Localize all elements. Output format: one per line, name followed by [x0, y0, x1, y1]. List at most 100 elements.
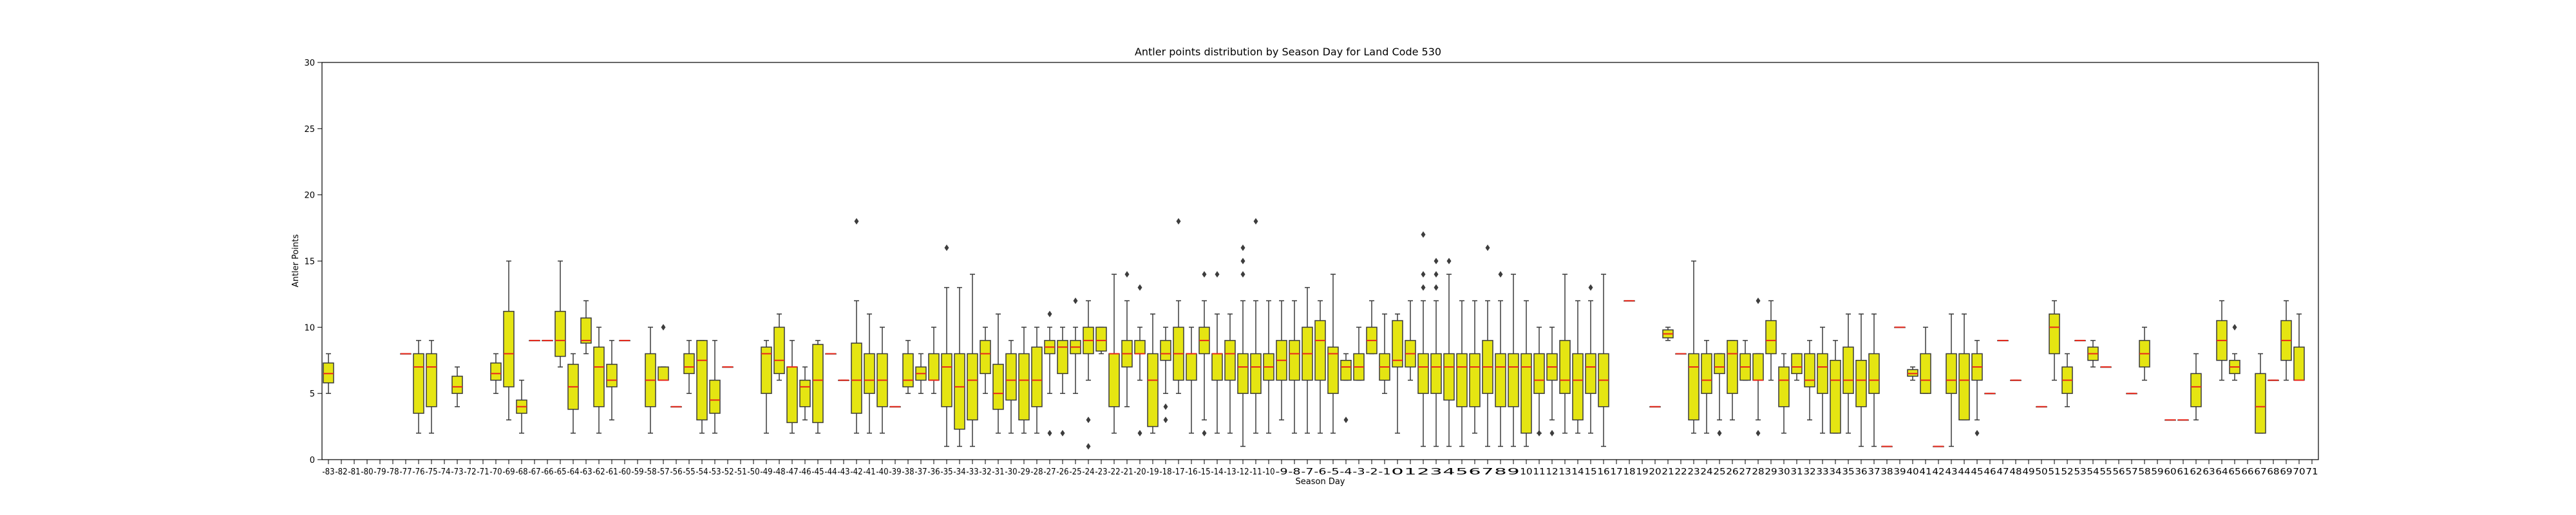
box-iqr — [554, 310, 566, 357]
outlier-point — [1756, 297, 1761, 304]
x-tick-label: -38 — [902, 467, 914, 477]
box-iqr — [1791, 353, 1803, 375]
box-iqr — [2049, 314, 2060, 355]
box-16 — [1598, 274, 1609, 447]
y-tick-label: 30 — [304, 59, 315, 68]
box--1 — [1379, 314, 1390, 394]
outlier-point — [1124, 271, 1130, 278]
box--61 — [606, 340, 618, 421]
box-iqr — [1817, 353, 1828, 394]
x-axis-label: Season Day — [1296, 477, 1345, 487]
box-2 — [1417, 231, 1429, 447]
box-iqr — [941, 353, 952, 407]
x-tick-label: -51 — [734, 467, 746, 477]
box--33 — [967, 274, 978, 447]
x-tick-label: 17 — [1610, 467, 1622, 477]
box--16 — [1186, 326, 1197, 434]
x-tick-label: -31 — [992, 467, 1004, 477]
x-tick-label: 24 — [1700, 467, 1712, 477]
x-tick-label: 53 — [2074, 467, 2086, 477]
x-tick-label: 22 — [1674, 467, 1687, 477]
x-tick-label: 58 — [2138, 467, 2150, 477]
box-iqr — [1186, 353, 1197, 381]
x-tick-label: 34 — [1829, 467, 1841, 477]
box--3 — [1353, 326, 1365, 381]
y-tick-label: 15 — [304, 258, 315, 267]
box-5 — [1456, 300, 1468, 447]
y-tick-label: 10 — [304, 323, 315, 333]
x-tick-label: -56 — [670, 467, 682, 477]
box--76 — [413, 340, 424, 434]
x-tick-label: -63 — [580, 467, 592, 477]
x-tick-label: 38 — [1880, 467, 1893, 477]
outlier-point — [1434, 284, 1439, 291]
outlier-point — [1137, 284, 1142, 291]
x-tick-label: 20 — [1649, 467, 1661, 477]
x-tick-label: 46 — [1984, 467, 1996, 477]
box-iqr — [1855, 360, 1867, 407]
outlier-point — [661, 324, 666, 331]
x-tick-label: 40 — [1906, 467, 1918, 477]
outlier-point — [1756, 429, 1761, 436]
outlier-point — [1176, 218, 1181, 225]
box--43 — [838, 379, 849, 381]
box-iqr — [773, 326, 785, 375]
box--21 — [1121, 271, 1133, 407]
x-tick-label: 59 — [2151, 467, 2163, 477]
box-iqr — [1430, 353, 1442, 394]
box--9 — [1276, 300, 1287, 421]
box--40 — [876, 326, 888, 434]
x-tick-label: -16 — [1185, 467, 1197, 477]
box-55 — [2100, 366, 2112, 368]
box-iqr — [1752, 353, 1764, 381]
box--63 — [580, 300, 592, 355]
outlier-point — [854, 218, 859, 225]
outlier-point — [1202, 429, 1207, 436]
box--32 — [980, 326, 991, 394]
x-tick-label: -24 — [1082, 467, 1094, 477]
x-tick-label: 27 — [1739, 467, 1751, 477]
box-36 — [1855, 314, 1867, 447]
box--58 — [645, 326, 656, 434]
box-iqr — [1727, 340, 1738, 394]
outlier-point — [1717, 429, 1722, 436]
box-24 — [1701, 340, 1712, 434]
box-15 — [1585, 284, 1596, 434]
box--31 — [992, 314, 1004, 434]
box-4 — [1443, 258, 1455, 447]
x-tick-label: -82 — [335, 467, 347, 477]
box--53 — [709, 340, 721, 434]
x-tick-label: -65 — [554, 467, 566, 477]
outlier-point — [1421, 231, 1426, 238]
x-tick-label: 33 — [1816, 467, 1828, 477]
x-tick-label: -59 — [631, 467, 643, 477]
outlier-point — [1047, 310, 1052, 317]
outlier-point — [1537, 429, 1542, 436]
box-51 — [2049, 300, 2060, 381]
box-iqr — [1250, 353, 1262, 394]
box-iqr — [683, 353, 695, 375]
box--75 — [426, 340, 437, 434]
x-tick-label: 49 — [2022, 467, 2034, 477]
x-tick-label: 35 — [1842, 467, 1854, 477]
box--19 — [1147, 314, 1159, 434]
box-11 — [1533, 326, 1545, 436]
x-tick-label: 51 — [2048, 467, 2060, 477]
box-43 — [1946, 314, 1957, 447]
x-tick-label: -19 — [1146, 467, 1159, 477]
box-iqr — [2190, 373, 2202, 407]
x-tick-label: -41 — [863, 467, 875, 477]
x-tick-label: -70 — [489, 467, 502, 477]
x-tick-label: -8 — [1288, 467, 1300, 477]
x-tick-label: -83 — [322, 467, 334, 477]
box-iqr — [1057, 340, 1068, 375]
box--57 — [658, 324, 669, 381]
x-tick-label: -60 — [618, 467, 630, 477]
box-iqr — [1946, 353, 1957, 394]
box-26 — [1727, 340, 1738, 421]
box-52 — [2061, 353, 2073, 407]
chart-title: Antler points distribution by Season Day… — [1135, 46, 1441, 58]
box--27 — [1044, 310, 1056, 436]
box-44 — [1958, 314, 1970, 421]
box-iqr — [1095, 326, 1107, 352]
